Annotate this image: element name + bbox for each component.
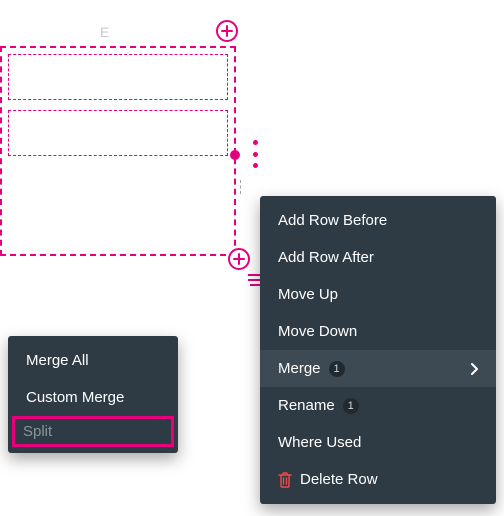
- badge-count: 1: [343, 398, 359, 414]
- table-row[interactable]: [8, 54, 228, 100]
- menu-item-label: Add Row Before: [278, 212, 387, 229]
- selection-handle[interactable]: [230, 150, 240, 160]
- menu-item-label: Merge: [278, 360, 321, 377]
- menu-item-custom-merge[interactable]: Custom Merge: [8, 379, 178, 416]
- merge-submenu: Merge All Custom Merge Split: [8, 336, 178, 453]
- row-context-menu: Add Row Before Add Row After Move Up Mov…: [260, 196, 496, 504]
- column-divider: [240, 180, 241, 194]
- badge-count: 1: [329, 361, 345, 377]
- table-selection[interactable]: [0, 46, 236, 256]
- table-row[interactable]: [8, 110, 228, 156]
- menu-item-merge[interactable]: Merge 1: [260, 350, 496, 387]
- menu-item-move-down[interactable]: Move Down: [260, 313, 496, 350]
- add-column-button[interactable]: [216, 20, 238, 42]
- menu-item-delete-row[interactable]: Delete Row: [260, 461, 496, 498]
- add-row-button[interactable]: [228, 248, 250, 270]
- row-kebab-menu[interactable]: [248, 140, 262, 168]
- menu-item-label: Add Row After: [278, 249, 374, 266]
- menu-item-label: Custom Merge: [26, 389, 124, 406]
- menu-item-split[interactable]: Split: [12, 416, 174, 447]
- chevron-right-icon: [470, 363, 478, 375]
- column-header-label: E: [100, 24, 111, 40]
- menu-item-merge-all[interactable]: Merge All: [8, 342, 178, 379]
- menu-item-move-up[interactable]: Move Up: [260, 276, 496, 313]
- menu-item-label: Move Down: [278, 323, 357, 340]
- plus-icon: [228, 248, 250, 270]
- menu-item-label: Where Used: [278, 434, 361, 451]
- menu-item-label: Rename: [278, 397, 335, 414]
- menu-item-add-row-after[interactable]: Add Row After: [260, 239, 496, 276]
- trash-icon: [278, 472, 292, 488]
- menu-item-where-used[interactable]: Where Used: [260, 424, 496, 461]
- menu-item-label: Move Up: [278, 286, 338, 303]
- menu-item-label: Merge All: [26, 352, 89, 369]
- menu-item-rename[interactable]: Rename 1: [260, 387, 496, 424]
- menu-item-add-row-before[interactable]: Add Row Before: [260, 202, 496, 239]
- plus-icon: [216, 20, 238, 42]
- menu-item-label: Delete Row: [300, 471, 378, 488]
- menu-item-label: Split: [23, 423, 52, 440]
